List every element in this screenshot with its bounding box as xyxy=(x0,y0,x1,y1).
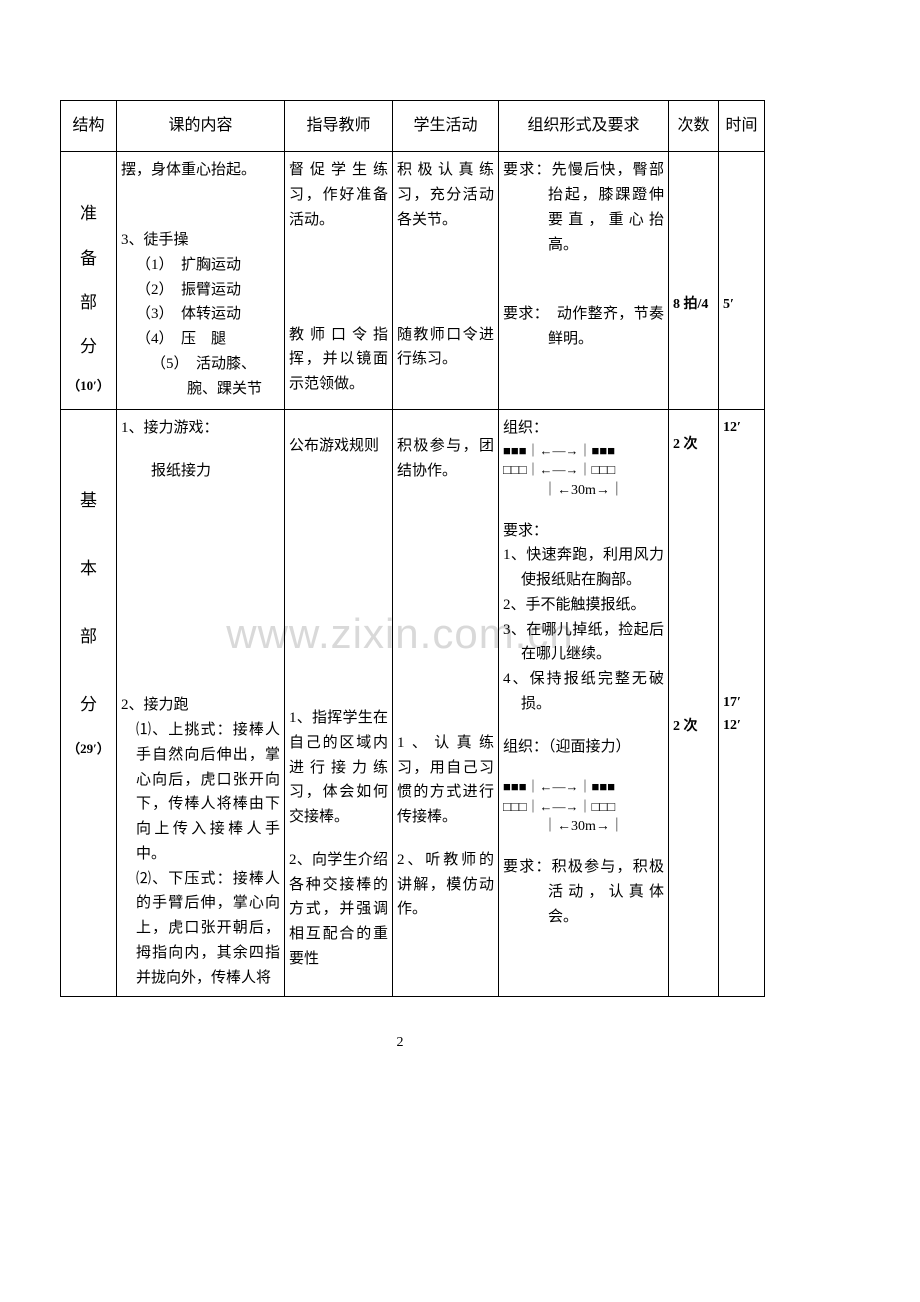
structure-cell-prep: 准 备 部 分 （10′） xyxy=(61,152,117,410)
time-cell: 5′ xyxy=(719,152,765,410)
list-item: （4） 压 腿 xyxy=(136,327,280,352)
list-item: （2） 振臂运动 xyxy=(136,278,280,303)
structure-char: 部 xyxy=(65,281,112,325)
org-text: 要求：先慢后快，臀部抬起，膝踝蹬伸要直，重心抬高。 xyxy=(503,158,664,257)
time-cell: 12′ 17′ 12′ xyxy=(719,409,765,997)
teacher-cell: 公布游戏规则 1、指挥学生在自己的区域内进行接力练习，体会如何交接棒。 2、向学… xyxy=(285,409,393,997)
org-text: 4、保持报纸完整无破损。 xyxy=(503,667,664,717)
structure-char: 本 xyxy=(65,535,112,603)
org-text: 组织： xyxy=(503,416,664,441)
structure-char: 备 xyxy=(65,237,112,281)
org-text: 要求： xyxy=(503,519,664,544)
formation-diagram: ■■■｜←—→｜■■■ □□□｜←—→｜□□□ ｜←30m→｜ xyxy=(503,441,664,501)
diagram-row: ｜←30m→｜ xyxy=(503,480,664,501)
diagram-row: ■■■｜←—→｜■■■ xyxy=(503,441,664,461)
org-text: 要求：积极参与，积极活动，认真体会。 xyxy=(503,855,664,929)
teacher-text: 2、向学生介绍各种交接棒的方式，并强调相互配合的重要性 xyxy=(289,848,388,972)
student-cell: 积极参与，团结协作。 1、认真练习，用自己习惯的方式进行传接棒。 2、听教师的讲… xyxy=(393,409,499,997)
student-text: 随教师口令进行练习。 xyxy=(397,323,494,373)
content-text: ⑵、下压式：接棒人的手臂后伸，掌心向上，虎口张开朝后，拇指向内，其余四指并拢向外… xyxy=(121,867,280,991)
teacher-cell: 督促学生练习，作好准备活动。 教师口令指挥，并以镜面示范领做。 xyxy=(285,152,393,410)
th-student: 学生活动 xyxy=(393,101,499,152)
structure-char: 分 xyxy=(65,325,112,369)
student-text: 积极认真练习，充分活动各关节。 xyxy=(397,158,494,232)
org-cell: 要求：先慢后快，臀部抬起，膝踝蹬伸要直，重心抬高。 要求： 动作整齐，节奏鲜明。 xyxy=(499,152,669,410)
list-item: （3） 体转运动 xyxy=(136,302,280,327)
table-row: 基 本 部 分 （29′） 1、接力游戏： 报纸接力 2、接力跑 ⑴、上挑式：接… xyxy=(61,409,765,997)
count-cell: 8 拍/4 xyxy=(669,152,719,410)
structure-char: 部 xyxy=(65,603,112,671)
content-cell: 1、接力游戏： 报纸接力 2、接力跑 ⑴、上挑式：接棒人手自然向后伸出，掌心向后… xyxy=(117,409,285,997)
lesson-plan-table: 结构 课的内容 指导教师 学生活动 组织形式及要求 次数 时间 准 备 部 分 … xyxy=(60,100,765,997)
time-value: 17′ xyxy=(723,691,760,714)
org-cell: 组织： ■■■｜←—→｜■■■ □□□｜←—→｜□□□ ｜←30m→｜ 要求： … xyxy=(499,409,669,997)
list-item: （1） 扩胸运动 xyxy=(136,253,280,278)
time-value: 5′ xyxy=(723,293,760,316)
th-structure: 结构 xyxy=(61,101,117,152)
content-text: 3、徒手操 xyxy=(121,228,280,253)
org-text: 2、手不能触摸报纸。 xyxy=(503,593,664,618)
count-value: 2 次 xyxy=(673,715,714,738)
diagram-row: □□□｜←—→｜□□□ xyxy=(503,460,664,480)
student-text: 积极参与，团结协作。 xyxy=(397,434,494,484)
structure-duration: （29′） xyxy=(65,739,112,759)
th-time: 时间 xyxy=(719,101,765,152)
structure-duration: （10′） xyxy=(65,369,112,403)
student-cell: 积极认真练习，充分活动各关节。 随教师口令进行练习。 xyxy=(393,152,499,410)
th-teacher: 指导教师 xyxy=(285,101,393,152)
org-text: 要求： 动作整齐，节奏鲜明。 xyxy=(503,302,664,352)
diagram-row: □□□｜←—→｜□□□ xyxy=(503,797,664,817)
structure-char: 准 xyxy=(65,192,112,236)
th-org: 组织形式及要求 xyxy=(499,101,669,152)
content-text: ⑴、上挑式：接棒人手自然向后伸出，掌心向后，虎口张开向下，传棒人将棒由下向上传入… xyxy=(121,718,280,867)
student-text: 2、听教师的讲解，模仿动作。 xyxy=(397,848,494,922)
structure-char: 分 xyxy=(65,671,112,739)
table-header-row: 结构 课的内容 指导教师 学生活动 组织形式及要求 次数 时间 xyxy=(61,101,765,152)
count-value: 8 拍/4 xyxy=(673,293,714,316)
org-text: 1、快速奔跑，利用风力使报纸贴在胸部。 xyxy=(503,543,664,593)
diagram-row: ■■■｜←—→｜■■■ xyxy=(503,777,664,797)
th-content: 课的内容 xyxy=(117,101,285,152)
th-count: 次数 xyxy=(669,101,719,152)
student-text: 1、认真练习，用自己习惯的方式进行传接棒。 xyxy=(397,731,494,830)
org-text: 组织：（迎面接力） xyxy=(503,735,664,760)
content-text: 2、接力跑 xyxy=(121,693,280,718)
time-value: 12′ xyxy=(723,416,760,439)
page-number: 2 xyxy=(60,1035,740,1051)
teacher-text: 教师口令指挥，并以镜面示范领做。 xyxy=(289,323,388,397)
count-value: 2 次 xyxy=(673,433,714,456)
content-text: 摆，身体重心抬起。 xyxy=(121,158,280,183)
count-cell: 2 次 2 次 xyxy=(669,409,719,997)
teacher-text: 1、指挥学生在自己的区域内进行接力练习，体会如何交接棒。 xyxy=(289,706,388,830)
structure-char: 基 xyxy=(65,467,112,535)
structure-cell-main: 基 本 部 分 （29′） xyxy=(61,409,117,997)
teacher-text: 督促学生练习，作好准备活动。 xyxy=(289,158,388,232)
content-text: 1、接力游戏： xyxy=(121,416,280,441)
teacher-text: 公布游戏规则 xyxy=(289,434,388,459)
content-cell: 摆，身体重心抬起。 3、徒手操 （1） 扩胸运动 （2） 振臂运动 （3） 体转… xyxy=(117,152,285,410)
list-item: （5） 活动膝、腕、踝关节 xyxy=(136,352,280,402)
org-text: 3、在哪儿掉纸，捡起后在哪儿继续。 xyxy=(503,618,664,668)
time-value: 12′ xyxy=(723,714,760,737)
table-row: 准 备 部 分 （10′） 摆，身体重心抬起。 3、徒手操 （1） 扩胸运动 （… xyxy=(61,152,765,410)
diagram-row: ｜←30m→｜ xyxy=(503,816,664,837)
formation-diagram: ■■■｜←—→｜■■■ □□□｜←—→｜□□□ ｜←30m→｜ xyxy=(503,777,664,837)
content-text: 报纸接力 xyxy=(121,459,280,484)
